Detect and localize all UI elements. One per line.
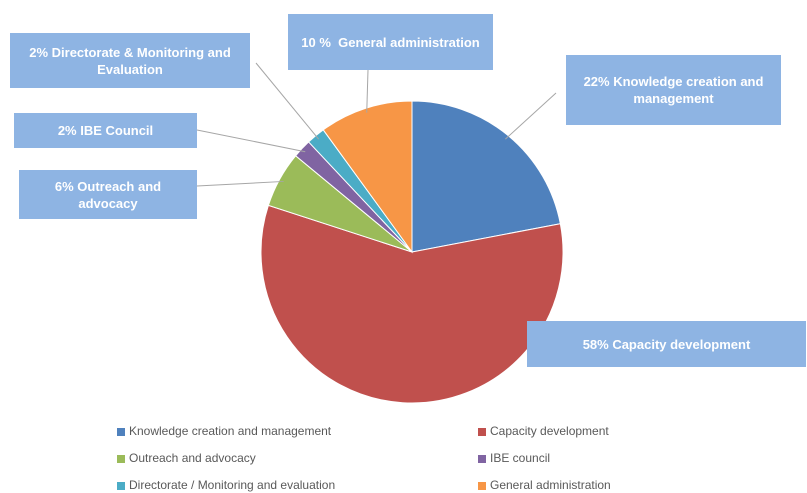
legend-swatch [117, 482, 125, 490]
pie-slice [260, 204, 564, 404]
data-label: 22% Knowledge creation and management [566, 55, 781, 125]
legend-label: IBE council [490, 451, 551, 465]
pie-slice [322, 100, 413, 254]
leader-line [366, 69, 369, 113]
data-label: 6% Outreach and advocacy [19, 170, 197, 219]
leader-line [255, 62, 320, 140]
legend-label: Capacity development [490, 424, 609, 438]
legend-label: General administration [490, 478, 611, 492]
legend-label: Directorate / Monitoring and evaluation [129, 478, 336, 492]
legend-swatch [117, 455, 125, 463]
legend-label: Knowledge creation and management [129, 424, 332, 438]
legend-swatch [478, 428, 486, 436]
legend-swatch [478, 482, 486, 490]
leader-line [196, 180, 284, 187]
data-label: 2% Directorate & Monitoring and Evaluati… [10, 33, 250, 88]
data-label: 2% IBE Council [14, 113, 197, 148]
leader-line [196, 129, 306, 153]
legend-swatch [478, 455, 486, 463]
legend-label: Outreach and advocacy [129, 451, 256, 465]
data-label: 10 % General administration [288, 14, 493, 70]
pie-slice [411, 100, 561, 253]
data-label: 58% Capacity development [527, 321, 806, 367]
legend-swatch [117, 428, 125, 436]
leader-line [505, 92, 557, 140]
